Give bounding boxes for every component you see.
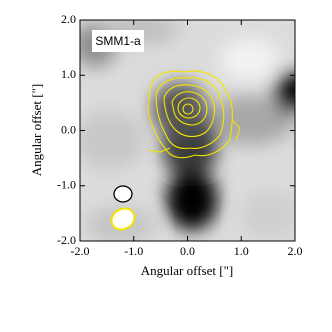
source-label: SMM1-a (95, 34, 141, 48)
x-tick-label: 1.0 (234, 244, 249, 258)
y-tick-label: -1.0 (57, 178, 76, 192)
x-axis-label: Angular offset ["] (141, 263, 233, 278)
contours (147, 70, 241, 159)
label-box (92, 30, 144, 52)
y-tick-label: 1.0 (61, 67, 76, 81)
y-axis-label: Angular offset ["] (29, 84, 44, 176)
y-tick-label: 0.0 (61, 122, 76, 136)
intensity-map (80, 20, 295, 241)
x-tick-label: -1.0 (124, 244, 143, 258)
y-tick-label: 2.0 (61, 12, 76, 26)
beam-reference (113, 185, 133, 203)
x-tick-label: 0.0 (180, 244, 195, 258)
beam (110, 207, 136, 231)
x-tick-label: -2.0 (71, 244, 90, 258)
x-tick-label: 2.0 (288, 244, 303, 258)
y-tick-label: -2.0 (57, 233, 76, 247)
